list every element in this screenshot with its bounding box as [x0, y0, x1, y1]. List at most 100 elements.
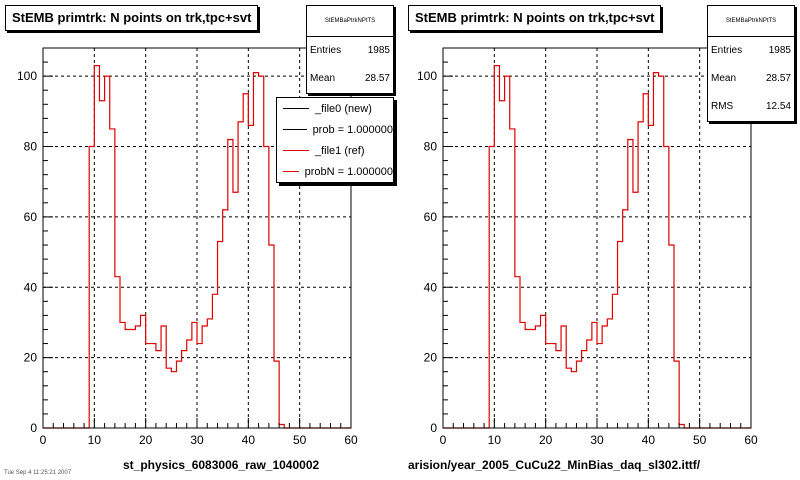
- x-tick-label: 30: [590, 433, 604, 447]
- stats-mean-value: 28.57: [765, 73, 791, 84]
- histogram-bin: [253, 73, 258, 428]
- x-tick-label: 60: [744, 433, 758, 447]
- histogram-bin: [171, 372, 176, 428]
- x-tick-label: 30: [190, 433, 204, 447]
- stats-rms-row: RMS 12.54: [708, 93, 794, 121]
- y-tick-label: 100: [417, 69, 437, 83]
- legend-label: _file1 (ref): [315, 144, 365, 157]
- chart-panel-right: 0 10 20 30 40 50 60 0 20 40 60 80 100 StEMB primtrk:…: [400, 0, 800, 480]
- chart-title: StEMB primtrk: N points on trk,tpc+svt: [408, 5, 662, 31]
- histogram-bin: [648, 125, 653, 428]
- histogram-bin: [125, 329, 130, 428]
- histogram-bin: [571, 372, 576, 428]
- histogram-bin: [141, 315, 146, 428]
- histogram-bin: [151, 344, 156, 428]
- histogram-bin: [135, 326, 140, 428]
- stats-entries-value: 1985: [367, 45, 390, 56]
- histogram-bin: [520, 322, 525, 428]
- histogram-bin: [535, 326, 540, 428]
- y-tick-label: 20: [24, 351, 38, 365]
- legend-label: _file0 (new): [315, 102, 372, 115]
- histogram-bin: [146, 344, 151, 428]
- x-tick-label: 0: [440, 433, 447, 447]
- histogram-bin: [274, 361, 279, 428]
- histogram-bin: [653, 73, 658, 428]
- histogram-bin: [643, 94, 648, 428]
- histogram-bin: [110, 129, 115, 428]
- stats-entries-row: Entries 1985: [307, 37, 393, 65]
- histogram-bin: [638, 122, 643, 428]
- x-tick-label: 0: [40, 433, 47, 447]
- histogram-bin: [602, 326, 607, 428]
- stats-box: StEMBaPtrkNPtTS Entries 1985 Mean 28.57: [306, 5, 394, 94]
- histogram-bin: [212, 294, 217, 428]
- histogram-bin: [243, 94, 248, 428]
- histogram-bin: [669, 245, 674, 428]
- y-tick-label: 0: [30, 421, 37, 435]
- histogram-bin: [566, 368, 571, 428]
- histogram-bin: [597, 344, 602, 428]
- stats-mean-label: Mean: [310, 73, 336, 84]
- stats-entries-value: 1985: [768, 45, 791, 56]
- histogram-bin: [551, 344, 556, 428]
- histogram-left: 0 10 20 30 40 50 60 0 20 40 60 80 100: [17, 47, 358, 447]
- histogram-bin: [223, 210, 228, 428]
- y-tick-label: 0: [430, 421, 437, 435]
- histogram-bin: [607, 319, 612, 428]
- x-tick-label: 10: [488, 433, 502, 447]
- histogram-bin: [218, 242, 223, 428]
- x-tick-label: 10: [88, 433, 102, 447]
- legend-line-icon: [283, 108, 309, 109]
- y-tick-label: 20: [424, 351, 438, 365]
- histogram-bin: [156, 351, 161, 428]
- stats-rms-label: RMS: [711, 101, 734, 112]
- legend-item-probn: probN = 1.000000: [277, 161, 393, 182]
- histogram-bin: [259, 76, 264, 428]
- y-tick-label: 100: [17, 69, 37, 83]
- stats-mean-label: Mean: [711, 73, 737, 84]
- footer-timestamp: Tue Sep 4 11:25:21 2007: [4, 470, 72, 476]
- histogram-bin: [541, 315, 546, 428]
- legend-line-icon: [283, 129, 307, 130]
- legend-line-icon: [283, 171, 299, 172]
- histogram-bin: [561, 326, 566, 428]
- histogram-series: [443, 64, 751, 429]
- histogram-bin: [546, 344, 551, 428]
- legend-label: probN = 1.000000: [304, 165, 393, 178]
- y-tick-label: 40: [424, 280, 438, 294]
- x-tick-label: 50: [693, 433, 707, 447]
- stats-name: StEMBaPtrkNPtTS: [708, 6, 794, 37]
- chart-panel-left: 0 10 20 30 40 50 60 0 20 40 60 80 100 StEMB primtrk:…: [5, 5, 394, 472]
- histogram-bin: [269, 245, 274, 428]
- histogram-bin: [228, 139, 233, 428]
- legend-item-new: _file0 (new): [277, 98, 393, 119]
- legend-line-icon: [283, 150, 309, 151]
- histogram-bin: [674, 361, 679, 428]
- histogram-bin: [515, 277, 520, 428]
- histogram-bin: [248, 125, 253, 428]
- histogram-bin: [120, 322, 125, 428]
- legend-label: prob = 1.000000: [312, 123, 393, 136]
- x-tick-label: 40: [642, 433, 656, 447]
- legend: _file0 (new) prob = 1.000000 _file1 (ref…: [276, 97, 394, 183]
- stats-mean-value: 28.57: [364, 73, 390, 84]
- file-label: arision/year_2005_CuCu22_MinBias_daq_sl3…: [408, 458, 701, 472]
- histogram-bin: [623, 210, 628, 428]
- y-tick-label: 40: [24, 280, 38, 294]
- histogram-bin: [94, 66, 99, 428]
- histogram-bin: [197, 344, 202, 428]
- legend-item-prob: prob = 1.000000: [277, 119, 393, 140]
- histogram-bin: [233, 192, 238, 428]
- x-tick-label: 40: [242, 433, 256, 447]
- legend-item-ref: _file1 (ref): [277, 140, 393, 161]
- histogram-right: 0 10 20 30 40 50 60 0 20 40 60 80 100: [417, 47, 758, 447]
- histogram-bin: [130, 329, 135, 428]
- histogram-series: [43, 64, 351, 429]
- histogram-bin: [556, 351, 561, 428]
- histogram-bin: [176, 361, 181, 428]
- y-tick-label: 80: [424, 140, 438, 154]
- histogram-bin: [659, 76, 664, 428]
- y-tick-label: 60: [24, 210, 38, 224]
- stats-entries-label: Entries: [711, 45, 743, 56]
- histogram-bin: [587, 340, 592, 428]
